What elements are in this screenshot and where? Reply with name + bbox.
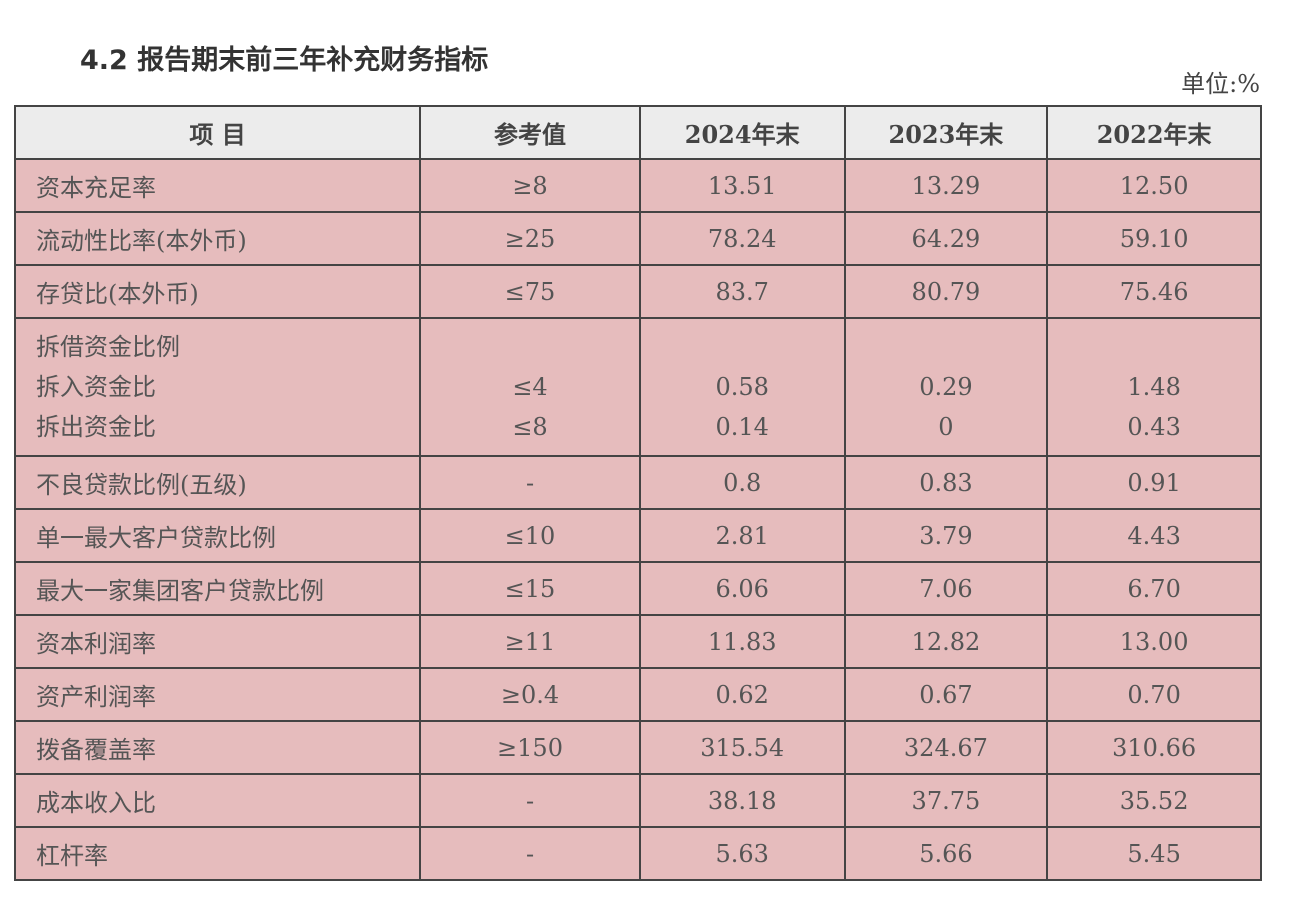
cell-ref: ≤15 (419, 561, 641, 616)
cell-ref: - (419, 773, 641, 828)
cell-line: 拆入资金比 (36, 373, 156, 401)
header-item: 项 目 (13, 105, 422, 160)
cell-ref: ≥25 (419, 211, 641, 266)
unit-label: 单位:% (1181, 70, 1260, 98)
cell-line (846, 327, 1047, 367)
table-row: 最大一家集团客户贷款比例 ≤15 6.06 7.06 6.70 (13, 561, 1262, 616)
header-row: 项 目 参考值 2024年末 2023年末 2022年末 (13, 105, 1262, 160)
cell-y2022: 5.45 (1046, 826, 1262, 881)
header-2022: 2022年末 (1046, 105, 1262, 160)
table-row: 资本利润率 ≥11 11.83 12.82 13.00 (13, 614, 1262, 669)
cell-y2024: 6.06 (638, 561, 846, 616)
cell-name: 拆借资金比例 拆入资金比拆出资金比 (13, 317, 422, 457)
cell-line: 0.43 (1127, 413, 1181, 441)
cell-ref: - (419, 826, 641, 881)
table-row: 资产利润率 ≥0.4 0.62 0.67 0.70 (13, 667, 1262, 722)
cell-ref: ≤75 (419, 264, 641, 319)
cell-y2022: 0.91 (1046, 455, 1262, 510)
table-row: 杠杆率 -5.63 5.66 5.45 (13, 826, 1262, 881)
cell-y2024: 11.83 (638, 614, 846, 669)
cell-y2023: 37.75 (843, 773, 1049, 828)
cell-line: 拆出资金比 (36, 413, 156, 441)
cell-y2023: 0.83 (843, 455, 1049, 510)
cell-y2023: 324.67 (843, 720, 1049, 775)
cell-line: 0 (938, 413, 954, 441)
cell-y2022: 4.43 (1046, 508, 1262, 563)
cell-y2023: 0.29 0 (843, 317, 1049, 457)
header-2024: 2024年末 (638, 105, 846, 160)
cell-line (1048, 327, 1260, 367)
financial-indicators-table: 项 目 参考值 2024年末 2023年末 2022年末 资本充足率 ≥8 13.5… (13, 105, 1262, 881)
cell-name: 资本充足率 (13, 158, 422, 213)
cell-y2024: 38.18 (638, 773, 846, 828)
cell-y2023: 0.67 (843, 667, 1049, 722)
cell-line: 1.48 (1127, 373, 1181, 401)
cell-ref: ≥8 (419, 158, 641, 213)
section-title: 4.2 报告期末前三年补充财务指标 (80, 45, 489, 76)
cell-y2024: 0.8 (638, 455, 846, 510)
cell-y2023: 13.29 (843, 158, 1049, 213)
cell-line: ≤4 (512, 373, 548, 401)
cell-y2024: 0.58 0.14 (638, 317, 846, 457)
cell-y2024: 315.54 (638, 720, 846, 775)
cell-y2022: 59.10 (1046, 211, 1262, 266)
cell-y2022: 35.52 (1046, 773, 1262, 828)
table-row: 资本充足率 ≥8 13.51 13.29 12.50 (13, 158, 1262, 213)
cell-ref: ≤10 (419, 508, 641, 563)
cell-y2022: 6.70 (1046, 561, 1262, 616)
cell-line: 0.58 (715, 373, 769, 401)
cell-y2023: 80.79 (843, 264, 1049, 319)
header-reference: 参考值 (419, 105, 641, 160)
cell-name: 资本利润率 (13, 614, 422, 669)
cell-line: ≤8 (512, 413, 548, 441)
cell-y2023: 3.79 (843, 508, 1049, 563)
cell-y2022: 75.46 (1046, 264, 1262, 319)
cell-y2024: 0.62 (638, 667, 846, 722)
cell-name: 拨备覆盖率 (13, 720, 422, 775)
cell-ref: ≥11 (419, 614, 641, 669)
table-row: 单一最大客户贷款比例 ≤10 2.81 3.79 4.43 (13, 508, 1262, 563)
cell-ref: - (419, 455, 641, 510)
cell-name: 杠杆率 (13, 826, 422, 881)
cell-y2024: 78.24 (638, 211, 846, 266)
cell-ref: ≤4 ≤8 (419, 317, 641, 457)
cell-y2023: 64.29 (843, 211, 1049, 266)
cell-ref: ≥0.4 (419, 667, 641, 722)
table-row-interbank: 拆借资金比例 拆入资金比 拆出资金比 ≤4 ≤8 0.58 0.14 0.29 0 1.4… (13, 317, 1262, 457)
cell-name: 存贷比(本外币) (13, 264, 422, 319)
cell-name: 最大一家集团客户贷款比例 (13, 561, 422, 616)
cell-y2023: 5.66 (843, 826, 1049, 881)
cell-y2022: 310.66 (1046, 720, 1262, 775)
cell-y2024: 2.81 (638, 508, 846, 563)
cell-line (641, 327, 844, 367)
cell-y2024: 13.51 (638, 158, 846, 213)
table-row: 成本收入比 -38.18 37.75 35.52 (13, 773, 1262, 828)
table-row: 拨备覆盖率 ≥150 315.54 324.67 310.66 (13, 720, 1262, 775)
cell-name: 流动性比率(本外币) (13, 211, 422, 266)
cell-line: 拆借资金比例 (36, 333, 180, 361)
cell-line: 0.29 (919, 373, 973, 401)
cell-y2023: 12.82 (843, 614, 1049, 669)
cell-y2023: 7.06 (843, 561, 1049, 616)
cell-y2022: 0.70 (1046, 667, 1262, 722)
cell-ref: ≥150 (419, 720, 641, 775)
cell-name: 资产利润率 (13, 667, 422, 722)
cell-name: 不良贷款比例(五级) (13, 455, 422, 510)
table-row: 存贷比(本外币) ≤75 83.7 80.79 75.46 (13, 264, 1262, 319)
cell-line: 0.14 (715, 413, 769, 441)
cell-name: 单一最大客户贷款比例 (13, 508, 422, 563)
cell-line (421, 327, 639, 367)
header-2023: 2023年末 (843, 105, 1049, 160)
cell-y2024: 5.63 (638, 826, 846, 881)
cell-name: 成本收入比 (13, 773, 422, 828)
table-row: 不良贷款比例(五级) -0.8 0.83 0.91 (13, 455, 1262, 510)
table-row: 流动性比率(本外币) ≥25 78.24 64.29 59.10 (13, 211, 1262, 266)
cell-y2024: 83.7 (638, 264, 846, 319)
cell-y2022: 12.50 (1046, 158, 1262, 213)
cell-y2022: 13.00 (1046, 614, 1262, 669)
cell-y2022: 1.48 0.43 (1046, 317, 1262, 457)
